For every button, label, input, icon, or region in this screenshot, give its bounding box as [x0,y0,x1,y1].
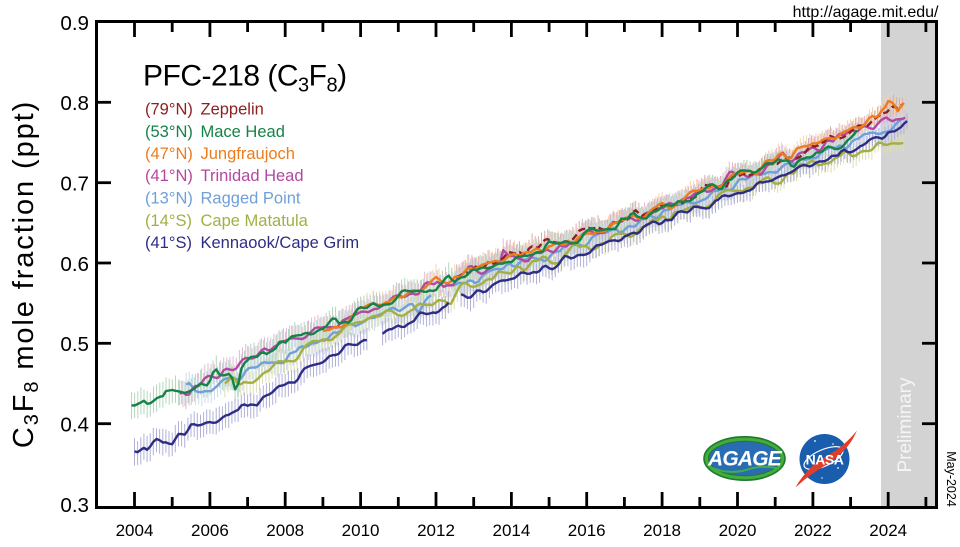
svg-text:0.6: 0.6 [60,253,89,276]
svg-text:2004: 2004 [116,521,154,540]
svg-text:2016: 2016 [568,521,606,540]
svg-text:2024: 2024 [869,521,907,540]
svg-text:C3F8 mole fraction (ppt): C3F8 mole fraction (ppt) [8,100,43,448]
svg-text:0.7: 0.7 [60,173,89,196]
svg-text:PFC-218 (C3F8): PFC-218 (C3F8) [143,60,347,97]
svg-text:AGAGE: AGAGE [707,448,783,471]
svg-text:2020: 2020 [719,521,757,540]
svg-text:0.9: 0.9 [60,12,89,35]
svg-text:Cape Matatula: Cape Matatula [201,212,309,230]
svg-text:http://agage.mit.edu/: http://agage.mit.edu/ [793,4,939,21]
svg-text:2014: 2014 [492,521,530,540]
svg-text:(47°N): (47°N) [145,145,193,163]
svg-text:2006: 2006 [191,521,229,540]
svg-text:2012: 2012 [417,521,455,540]
svg-text:Trinidad Head: Trinidad Head [201,167,304,185]
svg-text:Zeppelin: Zeppelin [201,101,264,119]
svg-text:2008: 2008 [266,521,304,540]
svg-text:(41°N): (41°N) [145,167,193,185]
svg-text:2018: 2018 [643,521,681,540]
svg-text:0.4: 0.4 [60,414,89,437]
svg-text:May-2024: May-2024 [944,451,958,507]
svg-text:(13°N): (13°N) [145,190,193,208]
svg-text:Kennaook/Cape Grim: Kennaook/Cape Grim [201,234,360,252]
svg-text:Preliminary: Preliminary [895,377,916,473]
svg-text:(53°N): (53°N) [145,123,193,141]
svg-text:(79°N): (79°N) [145,101,193,119]
svg-text:Jungfraujoch: Jungfraujoch [201,145,295,163]
svg-text:NASA: NASA [806,452,844,468]
svg-text:2022: 2022 [794,521,832,540]
svg-text:0.8: 0.8 [60,92,89,115]
svg-text:Mace Head: Mace Head [201,123,285,141]
svg-text:0.5: 0.5 [60,333,89,356]
svg-text:(14°S): (14°S) [145,212,192,230]
svg-text:Ragged Point: Ragged Point [201,190,301,208]
svg-text:0.3: 0.3 [60,494,89,517]
svg-text:(41°S): (41°S) [145,234,192,252]
svg-text:2010: 2010 [342,521,380,540]
